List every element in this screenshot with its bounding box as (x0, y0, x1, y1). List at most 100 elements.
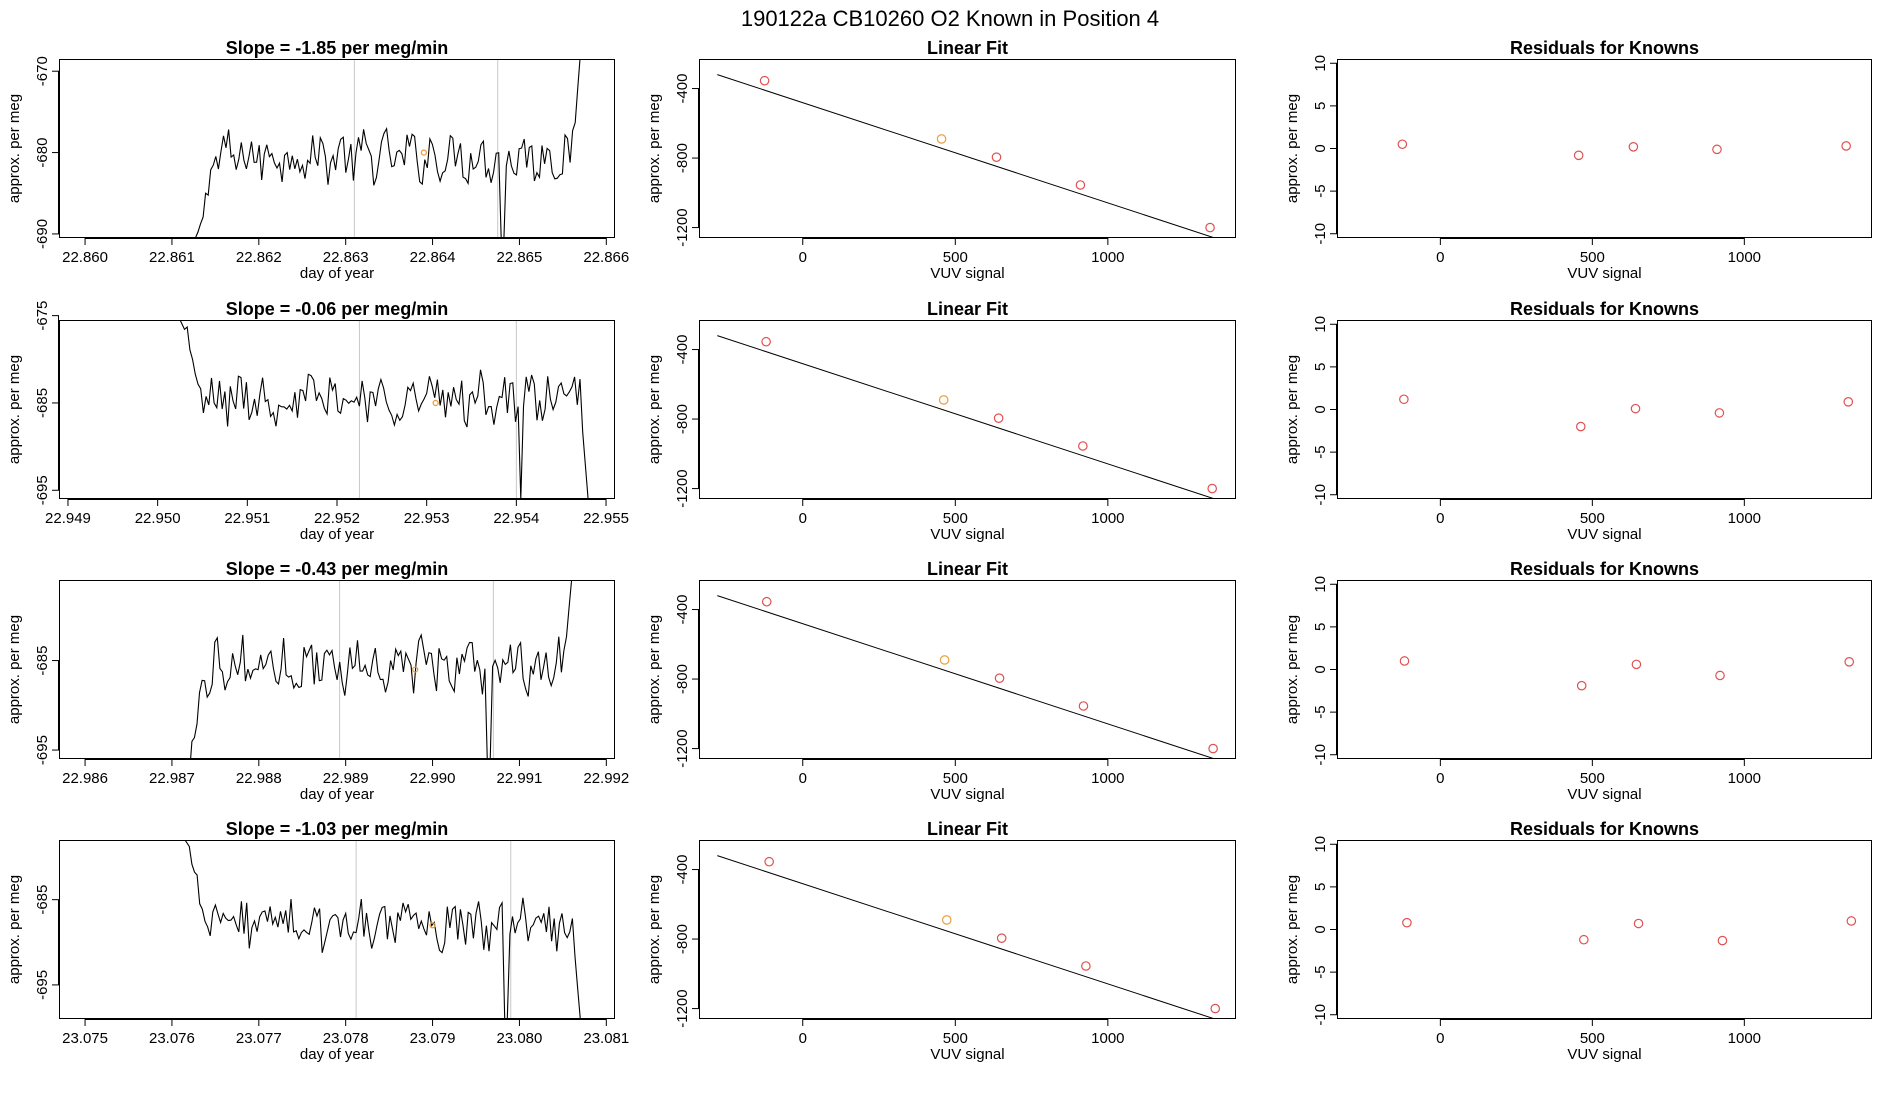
plot-frame (1337, 320, 1872, 499)
y-tick-label: -800 (674, 404, 691, 434)
x-tick-label: 23.078 (323, 1030, 369, 1047)
y-tick-label: -10 (1312, 223, 1329, 245)
x-axis-label: day of year (300, 526, 374, 543)
y-axis-label: approx. per meg (1284, 875, 1301, 984)
x-tick-label: 23.075 (62, 1030, 108, 1047)
x-tick-label: 22.990 (410, 770, 456, 787)
known-point (1402, 917, 1412, 928)
y-axis-label: approx. per meg (6, 355, 23, 464)
plot-frame (699, 580, 1236, 759)
plot-frame (699, 840, 1236, 1019)
x-tick-label: 22.949 (45, 510, 91, 527)
x-tick-label: 23.080 (496, 1030, 542, 1047)
known-point (1208, 743, 1218, 754)
x-tick-label: 1000 (1091, 249, 1124, 266)
y-tick-label: -800 (674, 143, 691, 173)
y-tick-label: -685 (34, 646, 51, 676)
panel-grid: Slope = -1.85 per meg/min 22.860 22.861 22.… (6, 38, 1872, 1063)
x-tick-label: 500 (1580, 1030, 1605, 1047)
panel-title: Residuals for Knowns (1510, 559, 1699, 579)
x-tick-label: 23.081 (583, 1030, 629, 1047)
y-axis-label: approx. per meg (646, 615, 663, 724)
x-axis-label: VUV signal (1567, 526, 1641, 543)
x-tick-label: 22.987 (149, 770, 195, 787)
plot-area (717, 595, 1218, 759)
panel-title: Linear Fit (927, 299, 1008, 319)
known-point (1210, 1003, 1221, 1014)
x-tick-label: 22.986 (62, 770, 108, 787)
plot-area (1399, 656, 1855, 691)
y-tick-label: -685 (34, 388, 51, 418)
x-tick-label: 22.863 (323, 249, 369, 266)
y-tick-label: -5 (1312, 705, 1329, 718)
highlight-point (941, 915, 952, 925)
y-tick-label: -695 (34, 475, 51, 505)
x-tick-label: 22.866 (583, 249, 629, 266)
x-tick-label: 22.864 (410, 249, 456, 266)
y-tick-label: -10 (1312, 484, 1329, 506)
y-tick-label: -690 (34, 219, 51, 249)
y-axis-label: approx. per meg (6, 875, 23, 984)
panel-r2-residuals: Residuals for Knowns 0 500 1000 VUV signal -1… (1284, 299, 1872, 543)
y-tick-label: -10 (1312, 744, 1329, 766)
highlight-marker (432, 399, 439, 407)
y-tick-label: -1200 (674, 469, 691, 507)
panel-title: Linear Fit (927, 38, 1008, 58)
x-axis-label: VUV signal (1567, 1046, 1641, 1063)
x-axis-label: VUV signal (1567, 786, 1641, 803)
panel-r3-linear_fit: Linear Fit 0 500 1000 VUV signal -400 -800 -120… (646, 559, 1236, 803)
y-tick-label: -400 (674, 335, 691, 365)
y-tick-label: -695 (34, 970, 51, 1000)
known-point (996, 933, 1007, 943)
plot-area (59, 320, 589, 499)
panel-title: Residuals for Knowns (1510, 38, 1699, 58)
x-tick-label: 1000 (1728, 1030, 1761, 1047)
fit-line (717, 855, 1217, 1019)
plot-frame (1337, 580, 1872, 759)
y-tick-label: -685 (34, 885, 51, 915)
known-point (1628, 141, 1639, 152)
y-tick-label: 0 (1312, 144, 1329, 152)
x-tick-label: 0 (1436, 510, 1444, 527)
known-point (1843, 397, 1854, 407)
known-point (764, 856, 774, 867)
panel-title: Slope = -1.03 per meg/min (226, 819, 449, 839)
plot-area (1397, 139, 1851, 161)
x-tick-label: 0 (799, 770, 807, 787)
plot-frame (1337, 840, 1872, 1019)
x-tick-label: 23.077 (236, 1030, 282, 1047)
x-tick-label: 1000 (1091, 510, 1124, 527)
x-tick-label: 22.862 (236, 249, 282, 266)
y-axis-label: approx. per meg (646, 94, 663, 203)
x-axis-label: day of year (300, 786, 374, 803)
panel-r3-timeseries: Slope = -0.43 per meg/min 22.986 22.987 22.… (6, 559, 629, 803)
x-tick-label: 0 (1436, 1030, 1444, 1047)
x-tick-label: 500 (943, 1030, 968, 1047)
y-tick-label: 0 (1312, 405, 1329, 413)
x-tick-label: 22.950 (135, 510, 181, 527)
x-tick-label: 22.861 (149, 249, 195, 266)
y-tick-label: 5 (1312, 363, 1329, 371)
y-tick-label: 10 (1312, 316, 1329, 333)
known-point (1633, 918, 1644, 929)
known-point (1078, 441, 1088, 451)
plot-frame (59, 320, 615, 499)
x-tick-label: 22.860 (62, 249, 108, 266)
known-point (1712, 144, 1722, 155)
panel-r4-residuals: Residuals for Knowns 0 500 1000 VUV signal -1… (1284, 819, 1872, 1063)
timeseries-trace (194, 59, 581, 238)
plot-area (1402, 916, 1857, 946)
x-tick-label: 500 (1580, 770, 1605, 787)
known-point (991, 152, 1002, 162)
x-tick-label: 500 (1580, 510, 1605, 527)
x-tick-label: 22.952 (314, 510, 360, 527)
y-axis-label: approx. per meg (1284, 615, 1301, 724)
known-point (1846, 916, 1857, 926)
highlight-point (938, 395, 949, 405)
known-point (1579, 934, 1589, 945)
known-point (761, 336, 771, 347)
known-point (1207, 483, 1218, 494)
y-tick-label: -800 (674, 924, 691, 954)
highlight-marker (412, 666, 419, 673)
